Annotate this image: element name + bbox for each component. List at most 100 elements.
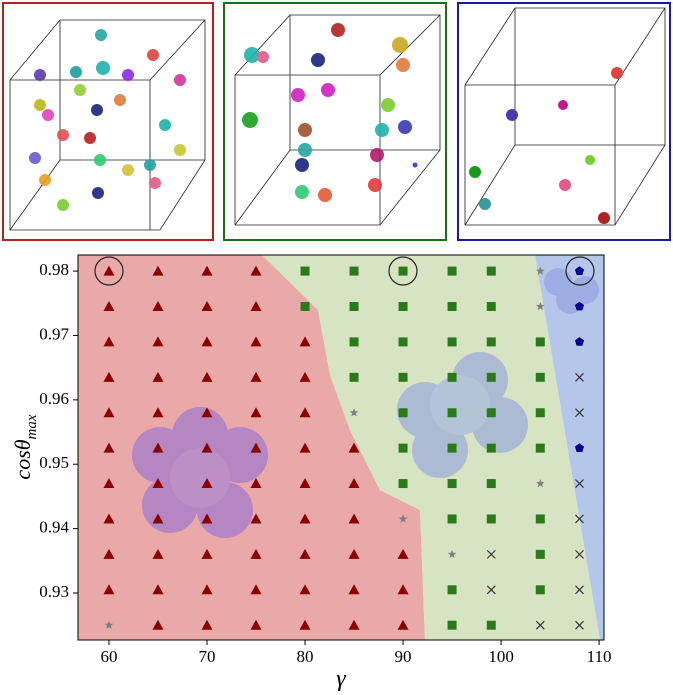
point — [152, 301, 164, 312]
point — [103, 442, 115, 453]
point — [103, 584, 115, 595]
y-tick-label: 0.96 — [39, 389, 69, 408]
x-tick-label: 70 — [199, 647, 216, 666]
point — [486, 266, 496, 276]
plot-frame — [77, 254, 605, 641]
point — [349, 302, 359, 312]
point — [299, 548, 311, 559]
point — [447, 620, 457, 630]
x-tick-label: 60 — [100, 647, 117, 666]
point — [299, 584, 311, 595]
point — [103, 513, 115, 524]
point — [535, 549, 545, 559]
y-tick-label: 0.94 — [39, 518, 69, 537]
point — [348, 513, 360, 524]
point — [535, 514, 545, 524]
point — [447, 443, 457, 453]
point — [152, 336, 164, 347]
point — [535, 443, 545, 453]
point — [201, 478, 213, 489]
point — [201, 301, 213, 312]
point — [574, 443, 585, 453]
point — [486, 479, 496, 489]
point — [447, 549, 457, 559]
point — [349, 337, 359, 347]
point — [349, 266, 359, 276]
point — [103, 265, 115, 276]
point — [201, 407, 213, 418]
point — [201, 619, 213, 630]
point — [486, 549, 496, 559]
point — [152, 584, 164, 595]
x-axis-label: γ — [336, 666, 346, 692]
y-tick-label: 0.95 — [39, 453, 69, 472]
point — [575, 372, 584, 382]
point — [201, 265, 213, 276]
point — [574, 337, 585, 346]
point — [300, 302, 310, 312]
point — [447, 585, 457, 595]
point — [398, 514, 408, 523]
point — [152, 371, 164, 382]
point — [250, 513, 262, 524]
point — [250, 478, 262, 489]
point — [486, 585, 496, 595]
x-tick-label: 110 — [587, 647, 612, 666]
point — [250, 619, 262, 630]
point — [447, 302, 457, 312]
point — [103, 371, 115, 382]
point — [398, 408, 408, 418]
y-axis-label-main: cosθ — [10, 439, 35, 479]
point — [152, 442, 164, 453]
point — [486, 514, 496, 524]
point — [486, 443, 496, 453]
point — [486, 620, 496, 630]
x-tick-label: 80 — [297, 647, 314, 666]
point — [152, 619, 164, 630]
cluster-illustrations — [132, 268, 599, 538]
y-axis-label-sub: max — [24, 414, 40, 439]
point — [447, 372, 457, 382]
point — [398, 337, 408, 347]
point — [152, 548, 164, 559]
point — [447, 408, 457, 418]
point — [348, 548, 360, 559]
point — [397, 548, 409, 559]
point — [447, 479, 457, 489]
point — [447, 514, 457, 524]
point — [201, 371, 213, 382]
point — [250, 584, 262, 595]
point — [486, 372, 496, 382]
point — [398, 302, 408, 312]
panel-green — [223, 2, 447, 241]
point — [574, 301, 585, 311]
point — [398, 372, 408, 382]
point — [575, 620, 584, 630]
point — [250, 371, 262, 382]
point — [397, 619, 409, 630]
panel-blue — [457, 2, 671, 241]
point — [103, 478, 115, 489]
point — [575, 408, 584, 418]
point — [575, 549, 584, 559]
point — [536, 479, 545, 488]
point — [398, 479, 408, 489]
point — [398, 443, 408, 453]
point — [299, 478, 311, 489]
point — [201, 442, 213, 453]
point — [250, 301, 262, 312]
y-axis-label: cosθmax — [10, 414, 40, 479]
point — [348, 619, 360, 630]
point — [486, 408, 496, 418]
point — [103, 548, 115, 559]
point — [536, 266, 545, 275]
point — [349, 408, 359, 417]
point — [574, 266, 585, 275]
point — [535, 585, 545, 595]
highlight-circles — [94, 256, 595, 286]
point — [535, 372, 545, 382]
point — [447, 337, 457, 347]
x-tick-label: 90 — [395, 647, 412, 666]
point — [348, 478, 360, 489]
point — [152, 478, 164, 489]
